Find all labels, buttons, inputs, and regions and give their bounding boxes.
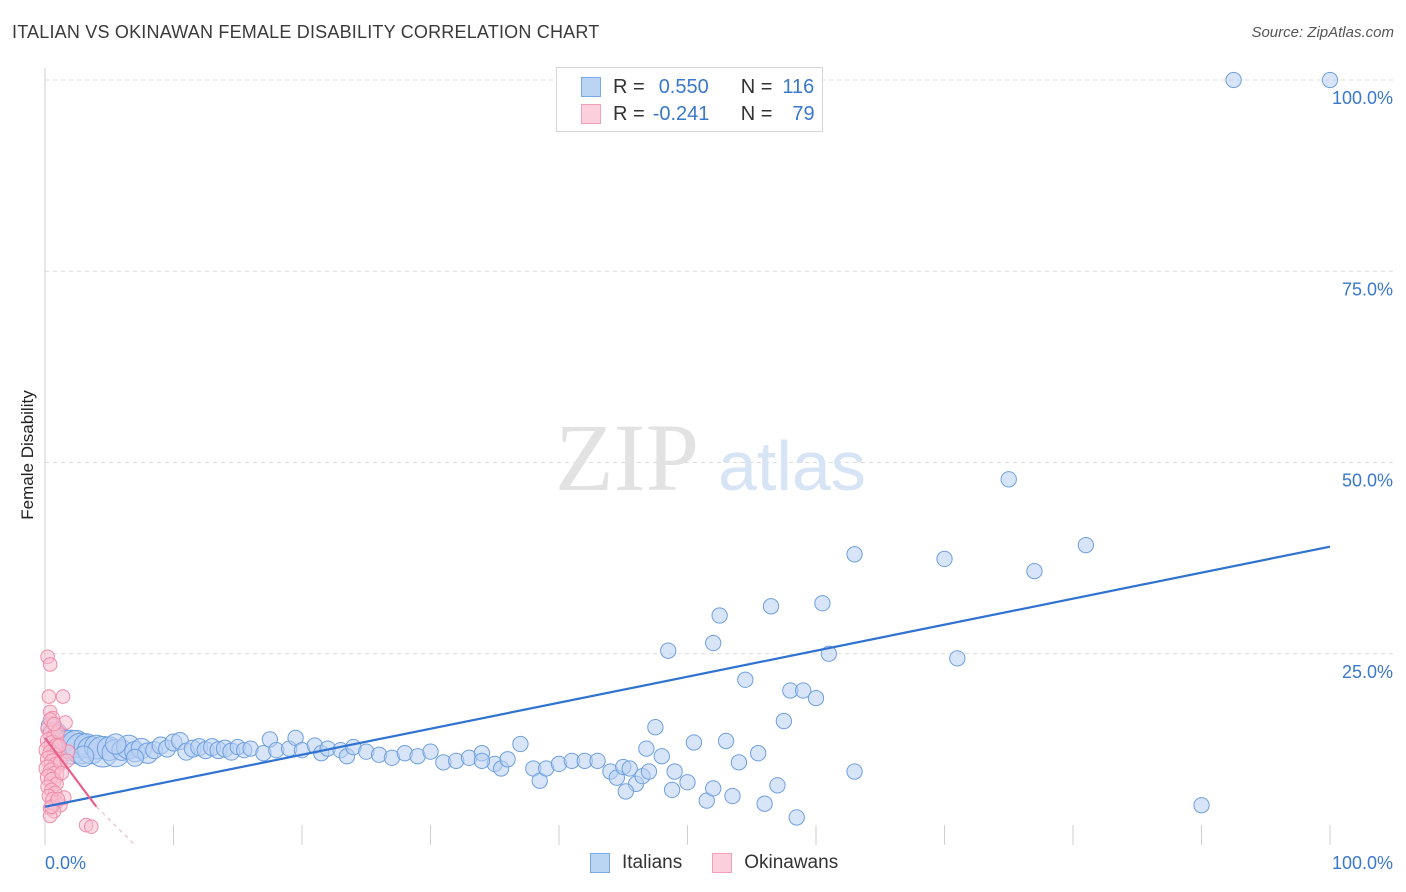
italians-point — [647, 719, 664, 736]
okinawans-swatch — [581, 104, 601, 124]
n-value: 116 — [782, 75, 815, 98]
y-tick-label: 50.0% — [1342, 471, 1393, 491]
x-tick-label: 0.0% — [45, 853, 86, 873]
trend-lines — [44, 545, 1331, 846]
italians-point — [775, 712, 793, 730]
italians-point — [589, 752, 606, 769]
okinawans-point — [54, 765, 70, 781]
y-tick-label: 100.0% — [1332, 88, 1393, 108]
italians-point — [705, 780, 722, 797]
italians-point — [685, 734, 703, 751]
italians-point — [846, 546, 863, 563]
italians-point — [104, 733, 127, 755]
okinawans-point — [42, 657, 58, 672]
okinawans-point — [55, 689, 71, 704]
legend-item-italians[interactable]: Italians — [590, 852, 682, 874]
italians-point — [705, 634, 722, 652]
italians-point — [617, 783, 634, 800]
okinawans-trend-extension — [95, 806, 136, 846]
okinawans-point — [46, 716, 62, 732]
r-value: -0.241 — [652, 102, 710, 125]
italians-point — [814, 595, 831, 612]
italians-point — [1193, 797, 1210, 814]
series-legend: Italians Okinawans — [590, 852, 868, 874]
legend-item-okinawans[interactable]: Okinawans — [712, 852, 838, 874]
n-label: N = — [740, 102, 773, 125]
italians-point — [1225, 71, 1242, 89]
source-label: Source: ZipAtlas.com — [1251, 24, 1394, 41]
watermark-zip: ZIP — [555, 404, 699, 511]
italians-point — [1321, 71, 1339, 89]
italians-point — [756, 795, 773, 812]
okinawans-point — [83, 819, 99, 834]
r-label: R = — [613, 102, 645, 125]
italians-point — [730, 754, 748, 771]
italians-point — [638, 740, 655, 757]
italians-point — [769, 777, 786, 794]
italians-point — [422, 743, 439, 760]
italians-point — [653, 748, 670, 765]
watermark: ZIP atlas — [555, 404, 866, 511]
n-label: N = — [740, 75, 773, 98]
italians-points — [40, 71, 1339, 826]
italians-point — [1000, 471, 1017, 488]
italians-point — [750, 745, 767, 762]
italians-point — [936, 550, 953, 568]
okinawans-point — [51, 738, 67, 753]
italians-point — [499, 751, 516, 768]
okinawans-legend-swatch — [712, 853, 733, 873]
italians-point — [724, 787, 741, 805]
italians-point — [788, 809, 805, 826]
italians-point — [512, 735, 529, 753]
italians-point — [1026, 562, 1043, 580]
x-tick-label: 100.0% — [1332, 853, 1393, 873]
italians-point — [72, 745, 95, 767]
italians-point — [125, 748, 144, 767]
correlation-legend: R = 0.550 N = 116 R = -0.241 N = 79 — [556, 67, 823, 132]
okinawans-legend-label: Okinawans — [744, 852, 839, 873]
n-value: 79 — [792, 102, 815, 125]
y-tick-label: 75.0% — [1342, 279, 1393, 299]
italians-point — [717, 732, 735, 750]
italians-point — [666, 763, 683, 780]
italians-point — [640, 763, 658, 780]
italians-point — [660, 642, 677, 659]
legend-row-italians: R = 0.550 N = 116 — [581, 75, 814, 99]
italians-point — [679, 774, 696, 791]
okinawans-trend-line — [44, 737, 98, 808]
r-value: 0.550 — [658, 75, 709, 98]
okinawans-point — [41, 689, 57, 704]
italians-point — [473, 752, 491, 769]
legend-row-okinawans: R = -0.241 N = 79 — [581, 102, 815, 126]
italians-legend-label: Italians — [622, 852, 683, 873]
italians-swatch — [581, 77, 601, 97]
tick-labels: 25.0% 50.0% 75.0% 100.0% 0.0% 100.0% — [45, 88, 1393, 873]
italians-point — [762, 598, 780, 615]
italians-trend-line — [44, 545, 1331, 808]
italians-point — [949, 650, 966, 667]
watermark-atlas: atlas — [718, 427, 866, 505]
italians-point — [663, 781, 681, 799]
okinawans-points — [38, 649, 99, 834]
r-label: R = — [613, 75, 645, 98]
chart-title: ITALIAN VS OKINAWAN FEMALE DISABILITY CO… — [12, 22, 600, 42]
italians-point — [737, 671, 754, 688]
italians-point — [1077, 536, 1094, 554]
italians-point — [807, 689, 825, 707]
italians-point — [795, 682, 812, 699]
italians-point — [846, 763, 863, 780]
italians-point — [711, 607, 728, 624]
italians-legend-swatch — [590, 853, 610, 873]
italians-point — [621, 760, 638, 777]
y-tick-label: 25.0% — [1342, 662, 1393, 682]
gridlines — [45, 79, 1395, 655]
